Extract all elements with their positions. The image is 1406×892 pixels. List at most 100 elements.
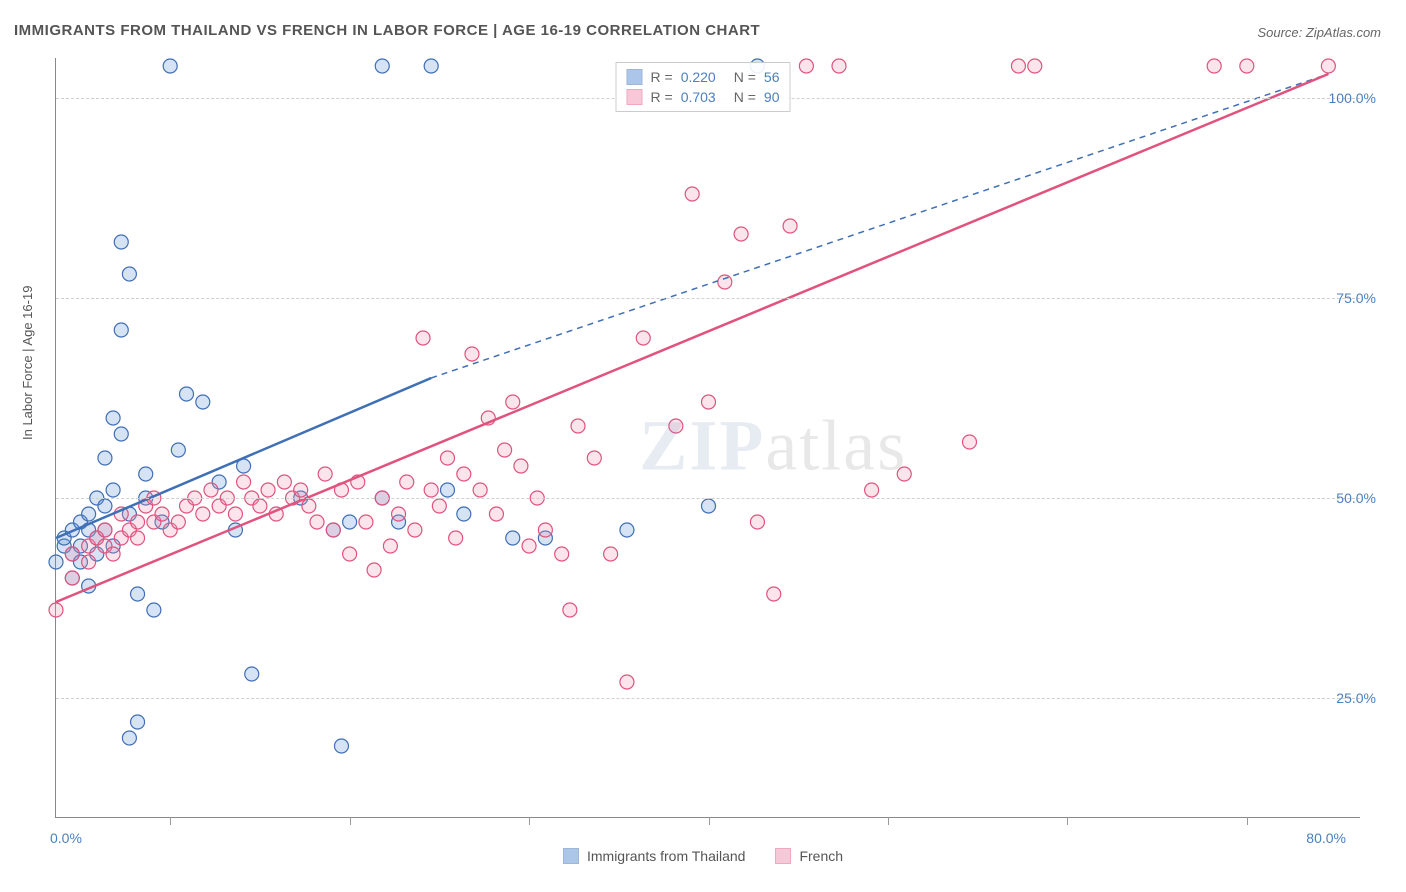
data-point — [897, 467, 911, 481]
data-point — [392, 507, 406, 521]
data-point — [131, 715, 145, 729]
data-point — [522, 539, 536, 553]
data-point — [1207, 59, 1221, 73]
y-axis-label: In Labor Force | Age 16-19 — [20, 286, 35, 440]
data-point — [131, 587, 145, 601]
data-point — [636, 331, 650, 345]
data-point — [106, 547, 120, 561]
data-point — [669, 419, 683, 433]
data-point — [98, 451, 112, 465]
data-point — [155, 507, 169, 521]
data-point — [204, 483, 218, 497]
data-point — [359, 515, 373, 529]
data-point — [473, 483, 487, 497]
data-point — [163, 59, 177, 73]
y-tick-label: 50.0% — [1336, 490, 1376, 506]
data-point — [620, 523, 634, 537]
x-tick — [888, 817, 889, 825]
data-point — [538, 523, 552, 537]
data-point — [139, 467, 153, 481]
data-point — [65, 571, 79, 585]
legend-n-value: 56 — [764, 69, 780, 85]
data-point — [718, 275, 732, 289]
legend-swatch — [775, 848, 791, 864]
legend-n-prefix: N = — [734, 89, 756, 105]
data-point — [587, 451, 601, 465]
data-point — [400, 475, 414, 489]
data-point — [604, 547, 618, 561]
data-point — [326, 523, 340, 537]
legend-swatch — [563, 848, 579, 864]
x-tick — [709, 817, 710, 825]
data-point — [408, 523, 422, 537]
data-point — [498, 443, 512, 457]
legend-n-value: 90 — [764, 89, 780, 105]
x-tick — [1247, 817, 1248, 825]
trend-line-dashed — [431, 74, 1328, 378]
data-point — [114, 427, 128, 441]
correlation-legend: R =0.220N =56R =0.703N =90 — [616, 62, 791, 112]
data-point — [114, 235, 128, 249]
data-point — [131, 515, 145, 529]
data-point — [98, 499, 112, 513]
data-point — [367, 563, 381, 577]
y-tick-label: 75.0% — [1336, 290, 1376, 306]
data-point — [1321, 59, 1335, 73]
data-point — [171, 443, 185, 457]
data-point — [963, 435, 977, 449]
data-point — [334, 739, 348, 753]
data-point — [489, 507, 503, 521]
data-point — [147, 603, 161, 617]
data-point — [122, 267, 136, 281]
data-point — [82, 555, 96, 569]
data-point — [253, 499, 267, 513]
x-tick-left: 0.0% — [50, 830, 82, 846]
legend-item: Immigrants from Thailand — [563, 848, 745, 864]
data-point — [457, 467, 471, 481]
data-point — [65, 547, 79, 561]
legend-label: Immigrants from Thailand — [587, 848, 745, 864]
data-point — [49, 603, 63, 617]
data-point — [49, 555, 63, 569]
data-point — [228, 507, 242, 521]
data-point — [685, 187, 699, 201]
legend-row: R =0.703N =90 — [627, 87, 780, 107]
legend-label: French — [799, 848, 843, 864]
gridline — [56, 498, 1360, 499]
data-point — [122, 731, 136, 745]
data-point — [571, 419, 585, 433]
chart-container: IMMIGRANTS FROM THAILAND VS FRENCH IN LA… — [0, 0, 1406, 892]
x-tick-right: 80.0% — [1306, 830, 1346, 846]
data-point — [1011, 59, 1025, 73]
data-point — [865, 483, 879, 497]
legend-row: R =0.220N =56 — [627, 67, 780, 87]
data-point — [424, 483, 438, 497]
data-point — [506, 531, 520, 545]
chart-svg — [56, 58, 1360, 817]
data-point — [237, 475, 251, 489]
legend-swatch — [627, 89, 643, 105]
data-point — [375, 59, 389, 73]
data-point — [465, 347, 479, 361]
trend-line — [56, 74, 1328, 602]
data-point — [98, 523, 112, 537]
plot-area — [55, 58, 1360, 818]
data-point — [318, 467, 332, 481]
chart-title: IMMIGRANTS FROM THAILAND VS FRENCH IN LA… — [14, 22, 760, 39]
legend-r-value: 0.220 — [681, 69, 716, 85]
data-point — [799, 59, 813, 73]
data-point — [302, 499, 316, 513]
data-point — [196, 395, 210, 409]
legend-r-prefix: R = — [651, 89, 673, 105]
data-point — [171, 515, 185, 529]
data-point — [750, 515, 764, 529]
y-tick-label: 25.0% — [1336, 690, 1376, 706]
data-point — [563, 603, 577, 617]
data-point — [106, 411, 120, 425]
y-tick-label: 100.0% — [1329, 90, 1376, 106]
data-point — [734, 227, 748, 241]
data-point — [106, 483, 120, 497]
x-tick — [170, 817, 171, 825]
source-label: Source: ZipAtlas.com — [1257, 25, 1381, 40]
data-point — [82, 507, 96, 521]
